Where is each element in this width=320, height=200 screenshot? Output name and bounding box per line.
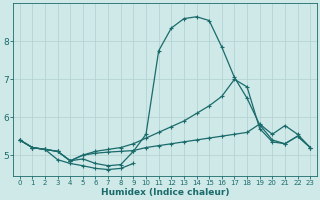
X-axis label: Humidex (Indice chaleur): Humidex (Indice chaleur): [101, 188, 229, 197]
